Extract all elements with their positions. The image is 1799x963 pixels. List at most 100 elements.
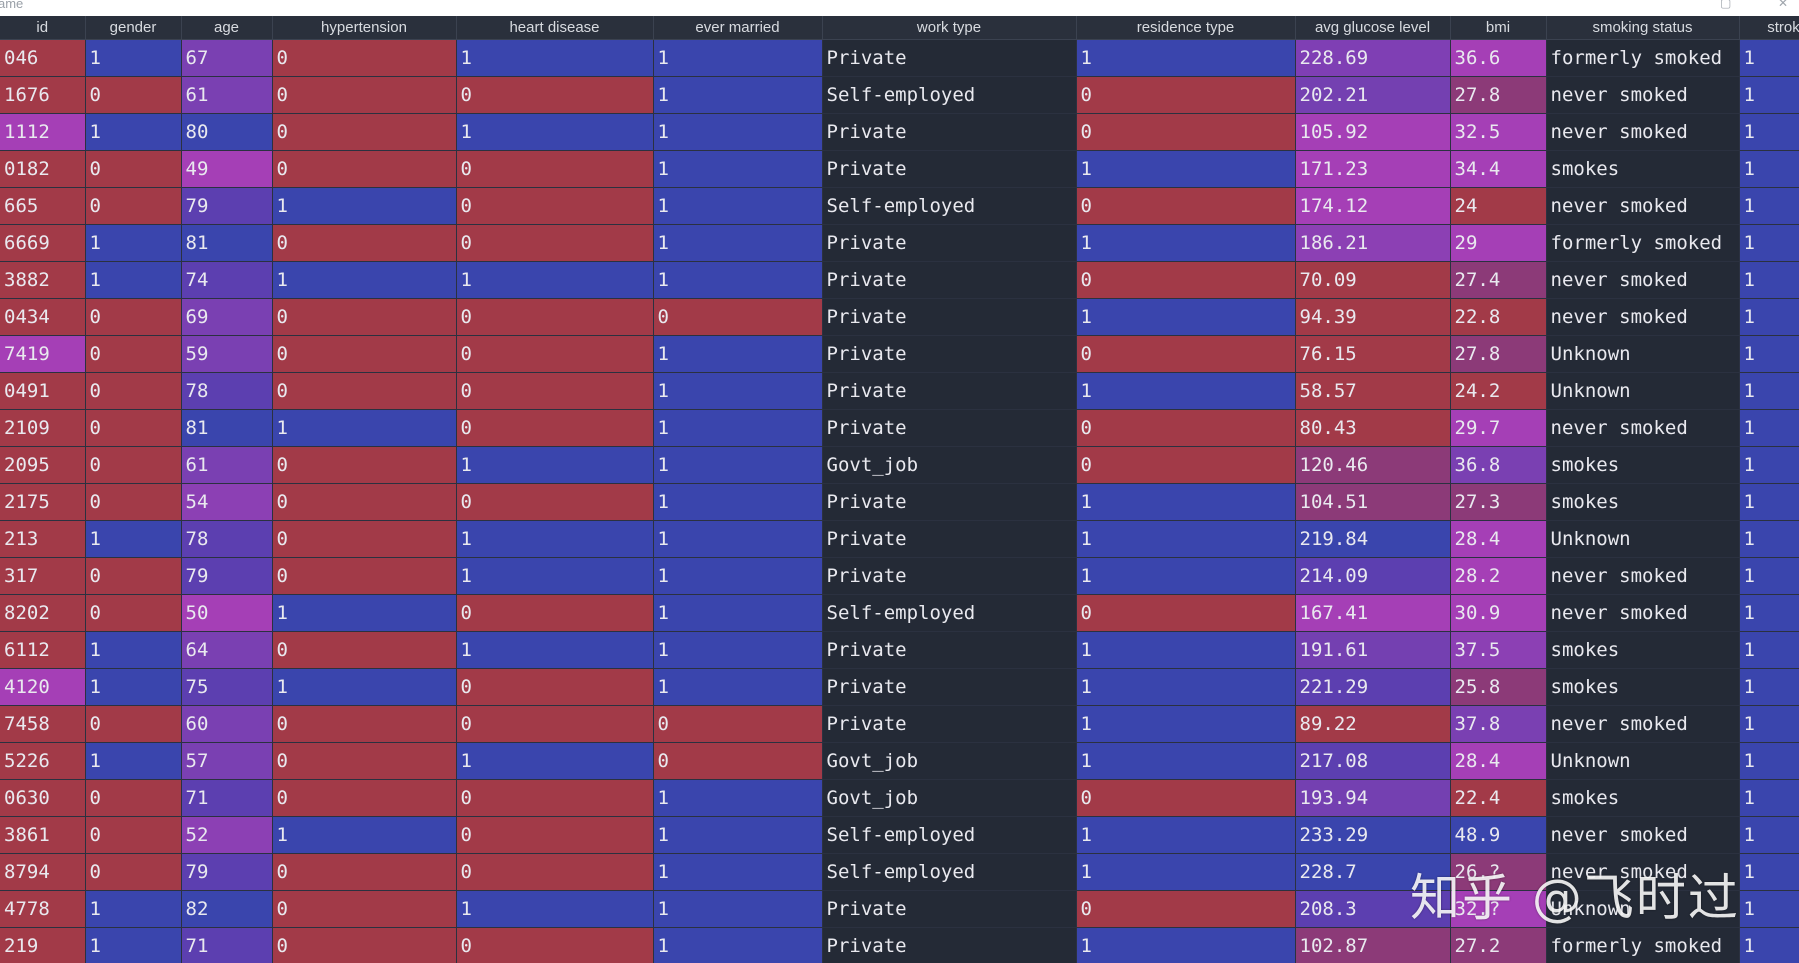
table-cell[interactable]: 1 <box>1739 113 1799 151</box>
table-cell[interactable]: 36.6 <box>1450 39 1547 77</box>
table-cell[interactable]: 0 <box>272 890 457 928</box>
table-cell[interactable]: 1 <box>85 261 182 299</box>
table-cell[interactable]: 1 <box>1739 187 1799 225</box>
table-cell[interactable]: 81 <box>181 224 273 262</box>
table-row[interactable]: 213 1 78 0 1 1 Private 1 219.84 28.4 Unknown 1 <box>0 520 1799 558</box>
table-cell[interactable]: 0 <box>1076 594 1296 632</box>
column-header[interactable]: hypertension <box>272 16 457 40</box>
table-cell[interactable]: 26.? <box>1450 853 1547 891</box>
table-cell[interactable]: 30.9 <box>1450 594 1547 632</box>
table-cell[interactable]: smokes <box>1546 446 1740 484</box>
table-cell[interactable]: never smoked <box>1546 187 1740 225</box>
table-cell[interactable]: 0 <box>456 335 654 373</box>
table-cell[interactable]: never smoked <box>1546 853 1740 891</box>
table-cell[interactable]: 1 <box>1076 483 1296 521</box>
table-cell[interactable]: 219 <box>0 927 86 963</box>
table-cell[interactable]: never smoked <box>1546 557 1740 595</box>
table-cell[interactable]: 1 <box>85 39 182 77</box>
table-cell[interactable]: 0 <box>272 372 457 410</box>
table-cell[interactable]: 1 <box>1076 705 1296 743</box>
table-cell[interactable]: 171.23 <box>1295 150 1451 188</box>
table-cell[interactable]: 1 <box>1739 705 1799 743</box>
table-cell[interactable]: 228.7 <box>1295 853 1451 891</box>
table-row[interactable]: 1112 1 80 0 1 1 Private 0 105.92 32.5 never smoked… <box>0 113 1799 151</box>
table-cell[interactable]: 0 <box>85 594 182 632</box>
table-cell[interactable]: 0 <box>272 39 457 77</box>
table-cell[interactable]: 1 <box>653 76 823 114</box>
table-cell[interactable]: 1 <box>85 668 182 706</box>
table-cell[interactable]: 1 <box>1739 409 1799 447</box>
table-cell[interactable]: 1 <box>1739 816 1799 854</box>
table-cell[interactable]: 1 <box>85 890 182 928</box>
table-cell[interactable]: 27.3 <box>1450 483 1547 521</box>
table-row[interactable]: 665 0 79 1 0 1 Self-employed 0 174.12 24 never smo… <box>0 187 1799 225</box>
table-cell[interactable]: 0 <box>272 150 457 188</box>
table-cell[interactable]: 61 <box>181 76 273 114</box>
table-cell[interactable]: 0 <box>1076 76 1296 114</box>
table-cell[interactable]: 64 <box>181 631 273 669</box>
table-cell[interactable]: 0 <box>85 409 182 447</box>
table-cell[interactable]: 0 <box>272 335 457 373</box>
table-cell[interactable]: 4120 <box>0 668 86 706</box>
table-cell[interactable]: 0 <box>272 113 457 151</box>
table-cell[interactable]: 5226 <box>0 742 86 780</box>
table-cell[interactable]: 0 <box>456 150 654 188</box>
table-cell[interactable]: 71 <box>181 927 273 963</box>
table-cell[interactable]: 191.61 <box>1295 631 1451 669</box>
table-row[interactable]: 2109 0 81 1 0 1 Private 0 80.43 29.7 never smoked 1 <box>0 409 1799 447</box>
table-cell[interactable]: 28.2 <box>1450 557 1547 595</box>
column-header[interactable]: bmi <box>1450 16 1547 40</box>
table-cell[interactable]: 7419 <box>0 335 86 373</box>
table-cell[interactable]: 1 <box>1739 853 1799 891</box>
table-cell[interactable]: never smoked <box>1546 113 1740 151</box>
table-cell[interactable]: 1 <box>1076 631 1296 669</box>
table-cell[interactable]: 50 <box>181 594 273 632</box>
table-cell[interactable]: 0 <box>272 224 457 262</box>
table-cell[interactable]: 0 <box>456 298 654 336</box>
table-cell[interactable]: Private <box>822 224 1077 262</box>
table-cell[interactable]: 27.8 <box>1450 76 1547 114</box>
table-cell[interactable]: 1 <box>653 335 823 373</box>
table-cell[interactable]: Self-employed <box>822 76 1077 114</box>
table-cell[interactable]: 0 <box>85 335 182 373</box>
table-cell[interactable]: 1 <box>85 224 182 262</box>
table-cell[interactable]: 0 <box>85 150 182 188</box>
table-cell[interactable]: 1 <box>1076 372 1296 410</box>
table-cell[interactable]: 1 <box>85 113 182 151</box>
table-cell[interactable]: 74 <box>181 261 273 299</box>
table-cell[interactable]: 1 <box>1739 557 1799 595</box>
table-cell[interactable]: 32.? <box>1450 890 1547 928</box>
table-cell[interactable]: Self-employed <box>822 594 1077 632</box>
table-cell[interactable]: 8794 <box>0 853 86 891</box>
table-cell[interactable]: 76.15 <box>1295 335 1451 373</box>
table-cell[interactable]: Self-employed <box>822 853 1077 891</box>
table-cell[interactable]: 0 <box>456 594 654 632</box>
table-cell[interactable]: 1 <box>272 409 457 447</box>
table-cell[interactable]: 213 <box>0 520 86 558</box>
table-cell[interactable]: Unknown <box>1546 372 1740 410</box>
table-cell[interactable]: 1 <box>1739 261 1799 299</box>
table-row[interactable]: 0182 0 49 0 0 1 Private 1 171.23 34.4 smokes 1 <box>0 150 1799 188</box>
table-cell[interactable]: 3861 <box>0 816 86 854</box>
table-cell[interactable]: 27.2 <box>1450 927 1547 963</box>
table-cell[interactable]: 174.12 <box>1295 187 1451 225</box>
table-cell[interactable]: 317 <box>0 557 86 595</box>
table-cell[interactable]: Private <box>822 668 1077 706</box>
table-cell[interactable]: formerly smoked <box>1546 927 1740 963</box>
table-cell[interactable]: 1 <box>1076 520 1296 558</box>
table-cell[interactable]: 202.21 <box>1295 76 1451 114</box>
table-row[interactable]: 2175 0 54 0 0 1 Private 1 104.51 27.3 smokes 1 <box>0 483 1799 521</box>
table-cell[interactable]: 0434 <box>0 298 86 336</box>
column-header[interactable]: age <box>181 16 273 40</box>
table-cell[interactable]: 32.5 <box>1450 113 1547 151</box>
table-cell[interactable]: smokes <box>1546 779 1740 817</box>
table-cell[interactable]: Private <box>822 409 1077 447</box>
table-cell[interactable]: 49 <box>181 150 273 188</box>
table-cell[interactable]: 1 <box>456 39 654 77</box>
table-cell[interactable]: Private <box>822 298 1077 336</box>
table-row[interactable]: 317 0 79 0 1 1 Private 1 214.09 28.2 never smoked 1 <box>0 557 1799 595</box>
table-cell[interactable]: 1 <box>1076 39 1296 77</box>
table-cell[interactable]: 0 <box>1076 261 1296 299</box>
table-cell[interactable]: 1 <box>653 668 823 706</box>
table-cell[interactable]: 1 <box>653 224 823 262</box>
